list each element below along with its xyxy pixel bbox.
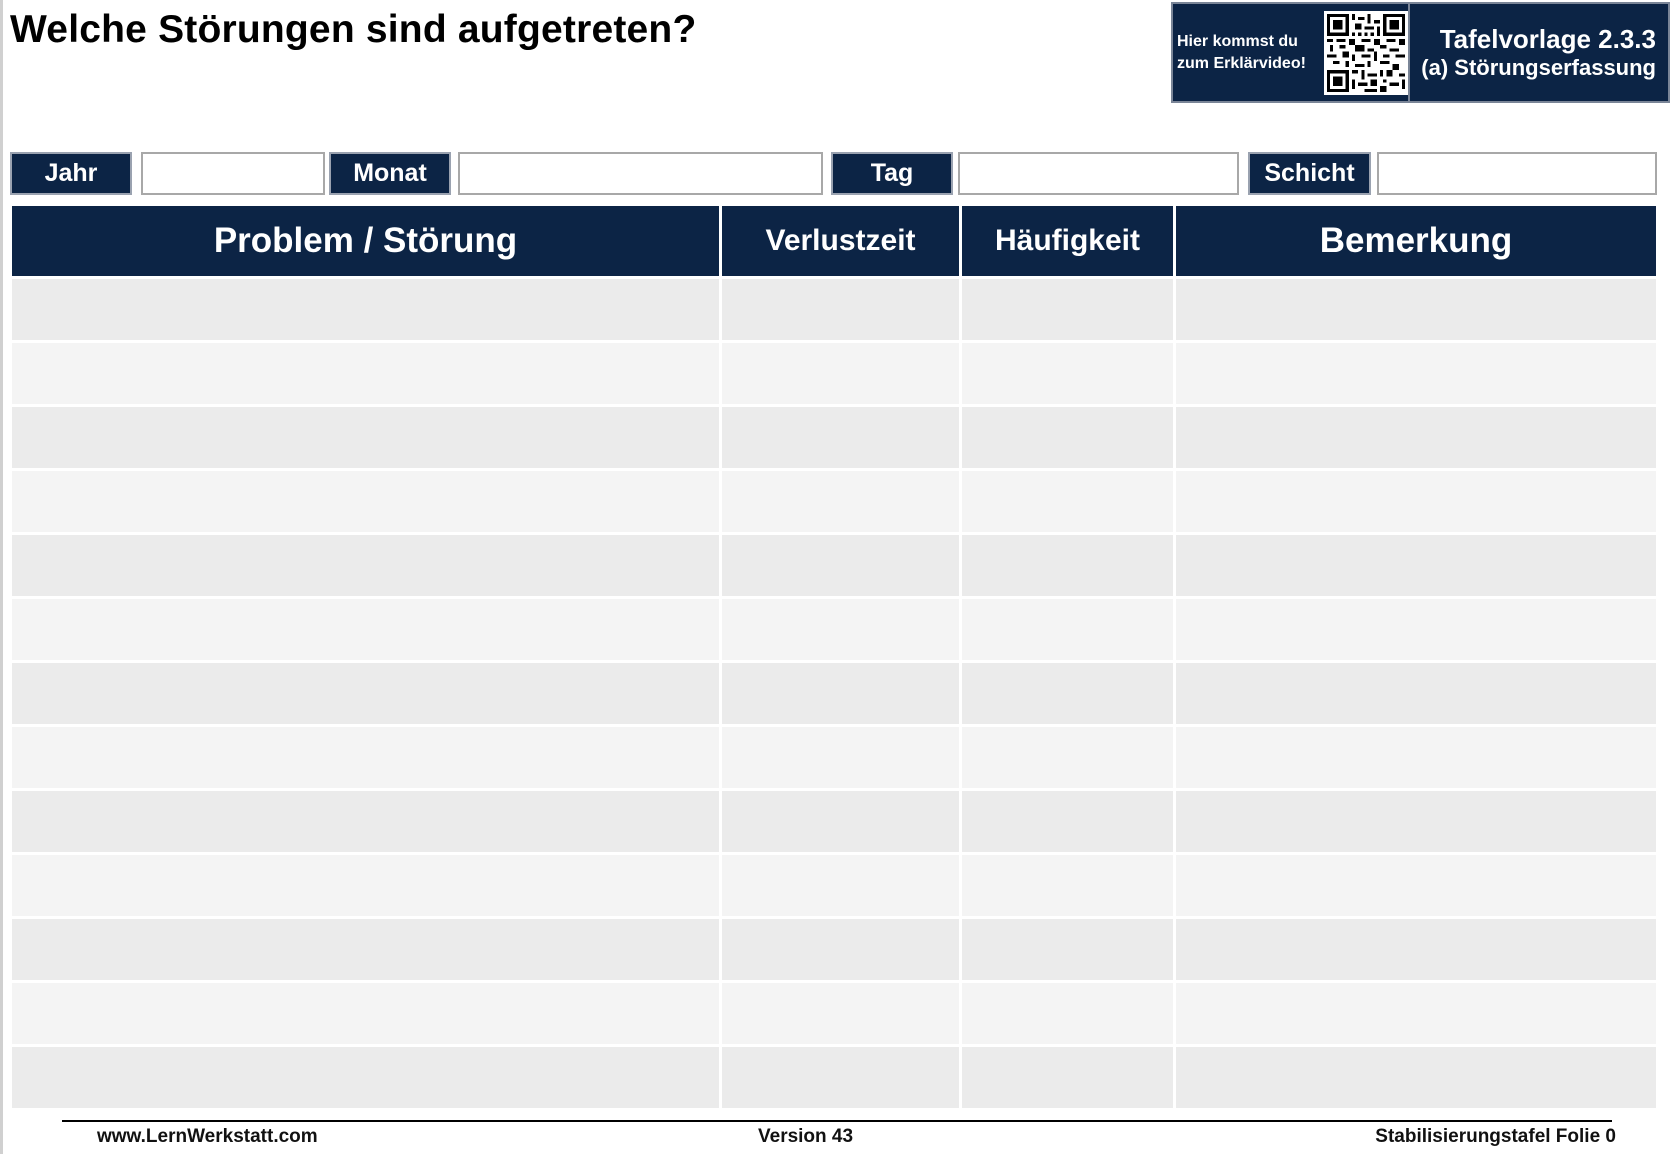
column-header-remark: Bemerkung (1176, 206, 1656, 276)
month-field[interactable] (458, 152, 823, 195)
remark-cell[interactable] (1176, 532, 1656, 596)
loss-time-cell[interactable] (722, 916, 962, 980)
problem-cell[interactable] (12, 404, 722, 468)
column-header-frequency: Häufigkeit (962, 206, 1176, 276)
table-row (12, 980, 1656, 1044)
table-row (12, 788, 1656, 852)
frequency-cell[interactable] (962, 596, 1176, 660)
table-row (12, 596, 1656, 660)
column-header-loss-time: Verlustzeit (722, 206, 962, 276)
problem-cell[interactable] (12, 660, 722, 724)
problem-cell[interactable] (12, 788, 722, 852)
loss-time-cell[interactable] (722, 852, 962, 916)
table-row (12, 404, 1656, 468)
disruption-table: Problem / Störung Verlustzeit Häufigkeit… (12, 206, 1656, 1108)
problem-cell[interactable] (12, 468, 722, 532)
year-label: Jahr (10, 152, 132, 195)
remark-cell[interactable] (1176, 468, 1656, 532)
loss-time-cell[interactable] (722, 404, 962, 468)
day-label: Tag (831, 152, 953, 195)
frequency-cell[interactable] (962, 660, 1176, 724)
remark-cell[interactable] (1176, 276, 1656, 340)
remark-cell[interactable] (1176, 660, 1656, 724)
frequency-cell[interactable] (962, 980, 1176, 1044)
table-row (12, 660, 1656, 724)
video-hint-line2: zum Erklärvideo! (1177, 54, 1306, 72)
frequency-cell[interactable] (962, 852, 1176, 916)
table-row (12, 468, 1656, 532)
qr-code-icon[interactable] (1324, 10, 1408, 95)
problem-cell[interactable] (12, 596, 722, 660)
loss-time-cell[interactable] (722, 276, 962, 340)
loss-time-cell[interactable] (722, 660, 962, 724)
frequency-cell[interactable] (962, 468, 1176, 532)
frequency-cell[interactable] (962, 788, 1176, 852)
loss-time-cell[interactable] (722, 788, 962, 852)
footer-website: www.LernWerkstatt.com (97, 1126, 318, 1147)
remark-cell[interactable] (1176, 980, 1656, 1044)
table-row (12, 532, 1656, 596)
shift-field[interactable] (1377, 152, 1657, 195)
problem-cell[interactable] (12, 980, 722, 1044)
problem-cell[interactable] (12, 916, 722, 980)
video-hint-line1: Hier kommst du (1177, 32, 1298, 50)
loss-time-cell[interactable] (722, 1044, 962, 1108)
loss-time-cell[interactable] (722, 980, 962, 1044)
loss-time-cell[interactable] (722, 340, 962, 404)
table-row (12, 916, 1656, 980)
shift-label: Schicht (1248, 152, 1371, 195)
remark-cell[interactable] (1176, 404, 1656, 468)
footer-version: Version 43 (758, 1126, 854, 1147)
remark-cell[interactable] (1176, 916, 1656, 980)
video-hint: Hier kommst du zum Erklärvideo! (1177, 31, 1320, 75)
loss-time-cell[interactable] (722, 596, 962, 660)
frequency-cell[interactable] (962, 404, 1176, 468)
frequency-cell[interactable] (962, 724, 1176, 788)
month-label: Monat (329, 152, 451, 195)
remark-cell[interactable] (1176, 340, 1656, 404)
loss-time-cell[interactable] (722, 532, 962, 596)
frequency-cell[interactable] (962, 340, 1176, 404)
footer-divider (62, 1120, 1612, 1122)
loss-time-cell[interactable] (722, 724, 962, 788)
table-row (12, 724, 1656, 788)
remark-cell[interactable] (1176, 788, 1656, 852)
frequency-cell[interactable] (962, 276, 1176, 340)
template-badge: Hier kommst du zum Erklärvideo! (1171, 2, 1670, 103)
remark-cell[interactable] (1176, 596, 1656, 660)
table-row (12, 340, 1656, 404)
problem-cell[interactable] (12, 724, 722, 788)
table-row (12, 852, 1656, 916)
table-row (12, 1044, 1656, 1108)
day-field[interactable] (958, 152, 1239, 195)
table-header: Problem / Störung Verlustzeit Häufigkeit… (12, 206, 1656, 276)
problem-cell[interactable] (12, 276, 722, 340)
loss-time-cell[interactable] (722, 468, 962, 532)
frequency-cell[interactable] (962, 1044, 1176, 1108)
frequency-cell[interactable] (962, 532, 1176, 596)
column-header-problem: Problem / Störung (12, 206, 722, 276)
remark-cell[interactable] (1176, 852, 1656, 916)
page-title: Welche Störungen sind aufgetreten? (10, 8, 697, 51)
year-field[interactable] (141, 152, 325, 195)
template-subtitle: (a) Störungserfassung (1421, 54, 1656, 80)
problem-cell[interactable] (12, 1044, 722, 1108)
template-number: Tafelvorlage 2.3.3 (1439, 23, 1656, 54)
table-row (12, 276, 1656, 340)
problem-cell[interactable] (12, 340, 722, 404)
frequency-cell[interactable] (962, 916, 1176, 980)
problem-cell[interactable] (12, 852, 722, 916)
template-info: Tafelvorlage 2.3.3 (a) Störungserfassung (1410, 4, 1668, 101)
page-edge (0, 0, 3, 1154)
explainer-video-link[interactable]: Hier kommst du zum Erklärvideo! (1173, 4, 1410, 101)
remark-cell[interactable] (1176, 1044, 1656, 1108)
footer-slide: Stabilisierungstafel Folie 0 (1375, 1126, 1616, 1147)
problem-cell[interactable] (12, 532, 722, 596)
remark-cell[interactable] (1176, 724, 1656, 788)
table-body (12, 276, 1656, 1108)
